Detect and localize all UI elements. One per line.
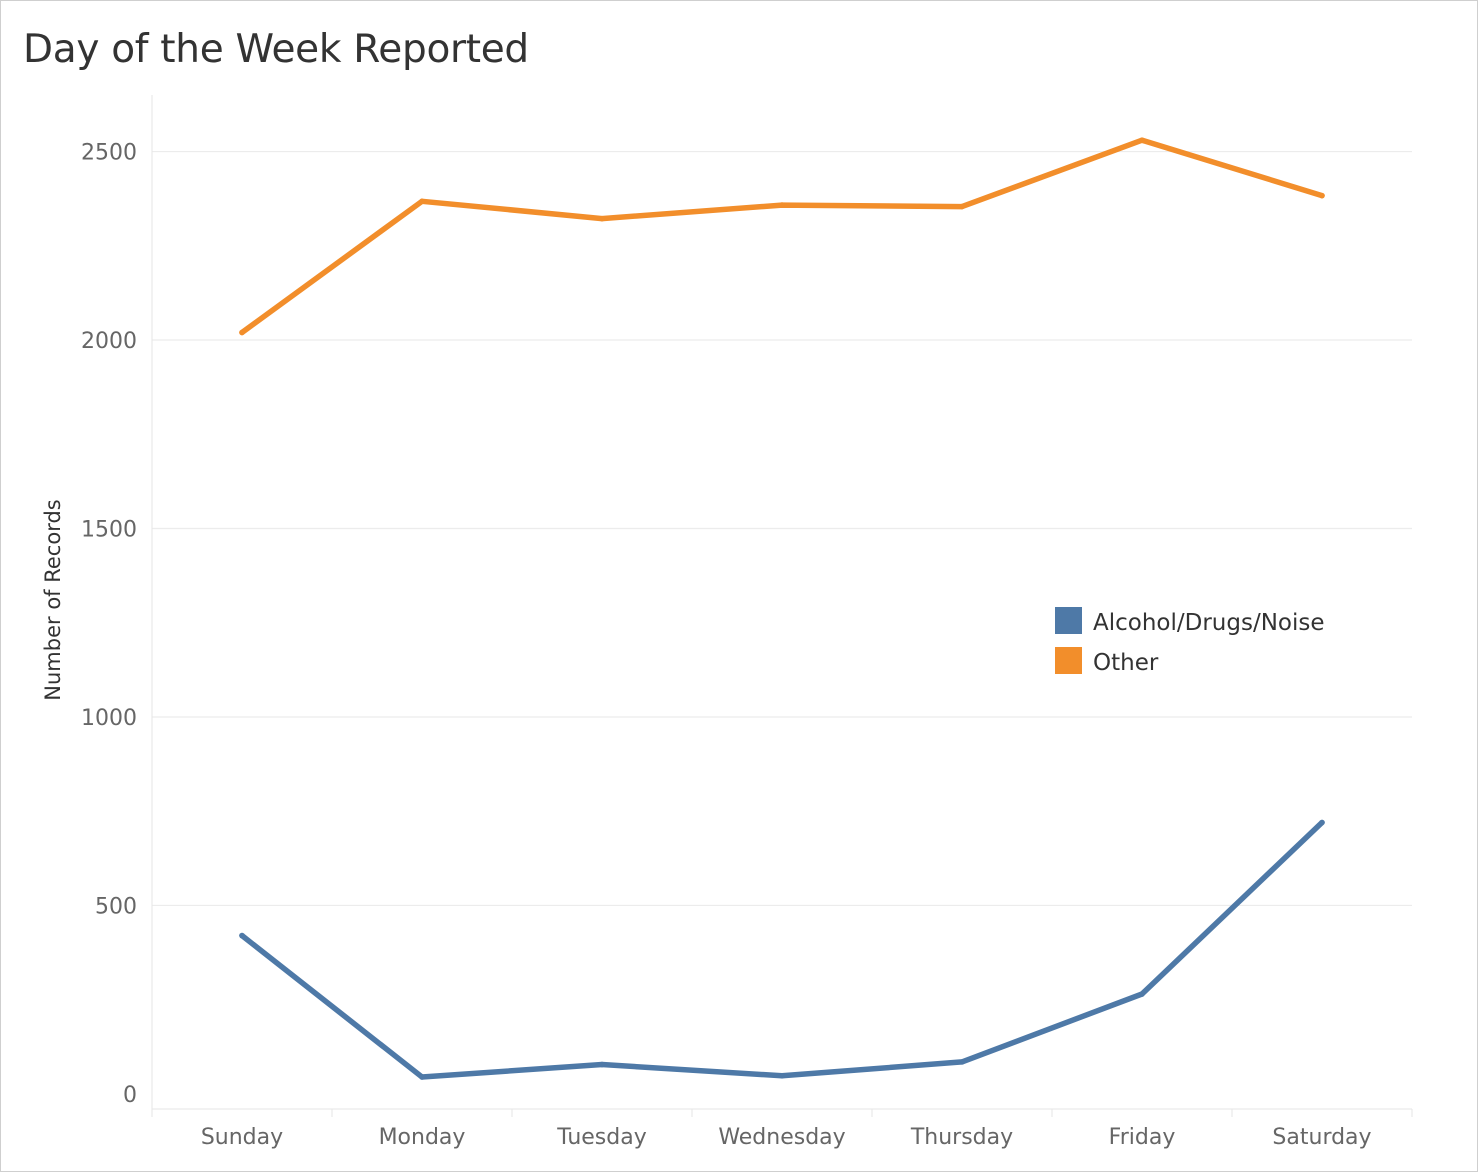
x-tick-label: Tuesday: [556, 1125, 647, 1150]
data-point: [1139, 991, 1145, 997]
data-point: [599, 215, 605, 222]
data-point: [1139, 137, 1145, 144]
axes: 0 500 1000 1500 2000 2500 Sunday Monday Tuesday W…: [41, 95, 1413, 1150]
series-line-other: [239, 137, 1325, 336]
data-point: [779, 1073, 785, 1079]
legend-swatch: [1055, 607, 1082, 634]
data-point: [959, 203, 965, 210]
legend: Alcohol/Drugs/Noise Other: [1055, 607, 1325, 676]
legend-swatch: [1055, 647, 1082, 674]
data-point: [419, 1074, 425, 1080]
x-tick-label: Monday: [379, 1125, 466, 1150]
y-tick-label: 1500: [81, 517, 137, 542]
gridlines: [152, 150, 1412, 907]
data-point: [419, 198, 425, 205]
y-tick-label: 1000: [81, 706, 137, 731]
x-tick-label: Sunday: [201, 1125, 283, 1150]
y-tick-label: 2500: [81, 141, 137, 166]
y-axis-title: Number of Records: [41, 499, 65, 700]
legend-label: Other: [1093, 650, 1159, 676]
x-tick-label: Friday: [1109, 1125, 1176, 1150]
data-point: [1319, 192, 1325, 199]
data-point: [1319, 819, 1325, 826]
x-tick-label: Thursday: [910, 1125, 1013, 1150]
data-point: [239, 932, 245, 939]
legend-label: Alcohol/Drugs/Noise: [1093, 610, 1325, 636]
series-line-alcohol-drugs-noise: [239, 819, 1325, 1080]
y-tick-label: 500: [95, 894, 137, 919]
chart-title: Day of the Week Reported: [23, 27, 529, 72]
y-tick-label: 0: [123, 1083, 137, 1108]
series-lines: [239, 137, 1325, 1080]
y-tick-label: 2000: [81, 329, 137, 354]
data-point: [599, 1061, 605, 1068]
data-point: [779, 202, 785, 208]
data-point: [959, 1059, 965, 1065]
data-point: [239, 329, 245, 336]
x-tick-label: Saturday: [1272, 1125, 1371, 1150]
x-tick-label: Wednesday: [718, 1125, 845, 1150]
